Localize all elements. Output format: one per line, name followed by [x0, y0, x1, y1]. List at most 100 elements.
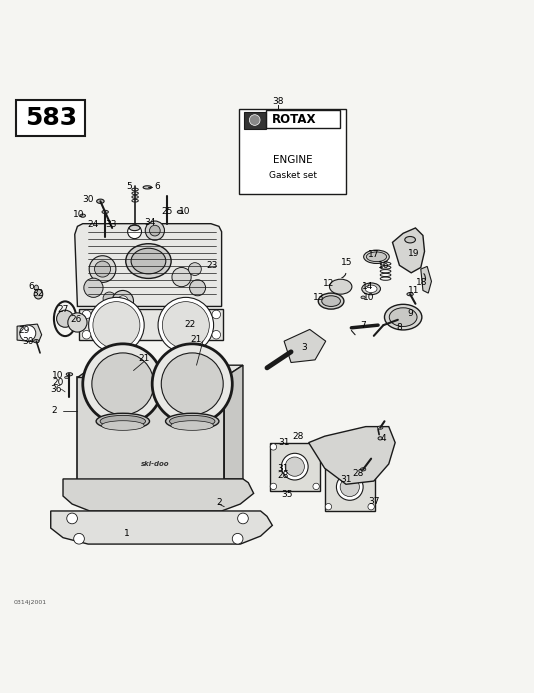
Circle shape	[172, 267, 191, 287]
Ellipse shape	[80, 214, 85, 218]
Circle shape	[368, 504, 374, 510]
Circle shape	[340, 477, 359, 497]
Circle shape	[189, 263, 201, 276]
Circle shape	[92, 353, 154, 415]
Ellipse shape	[366, 252, 387, 261]
Text: Gasket set: Gasket set	[269, 171, 317, 180]
Text: 2: 2	[52, 406, 57, 415]
Circle shape	[103, 292, 116, 305]
Ellipse shape	[318, 293, 344, 309]
Bar	[239, 109, 346, 194]
Bar	[16, 100, 85, 136]
Circle shape	[285, 457, 304, 476]
Text: 14: 14	[362, 282, 373, 291]
Ellipse shape	[65, 376, 69, 378]
Circle shape	[325, 504, 332, 510]
Polygon shape	[309, 427, 395, 484]
Text: 12: 12	[323, 279, 334, 288]
Ellipse shape	[34, 290, 43, 299]
Text: ENGINE: ENGINE	[273, 155, 312, 165]
Circle shape	[117, 296, 128, 306]
Ellipse shape	[384, 304, 422, 330]
Bar	[79, 309, 223, 340]
Polygon shape	[392, 228, 425, 273]
Text: 10: 10	[363, 293, 374, 302]
Ellipse shape	[360, 468, 366, 471]
Text: 35: 35	[281, 491, 293, 500]
Text: 18: 18	[416, 278, 428, 287]
Text: 3: 3	[302, 343, 307, 352]
Bar	[266, 110, 340, 128]
Text: 4: 4	[381, 434, 386, 443]
Ellipse shape	[102, 211, 108, 213]
Circle shape	[82, 331, 91, 339]
Polygon shape	[63, 479, 254, 511]
Polygon shape	[284, 329, 326, 362]
Text: 5: 5	[127, 182, 132, 191]
Text: 10: 10	[178, 207, 190, 216]
Ellipse shape	[405, 236, 415, 243]
Ellipse shape	[177, 211, 183, 213]
Ellipse shape	[378, 437, 382, 440]
Ellipse shape	[378, 426, 383, 429]
Ellipse shape	[407, 292, 413, 296]
Ellipse shape	[66, 373, 73, 376]
Circle shape	[150, 225, 160, 236]
Text: 33: 33	[105, 220, 117, 229]
Circle shape	[84, 278, 103, 297]
Text: 29: 29	[18, 326, 30, 335]
Circle shape	[212, 310, 221, 319]
Circle shape	[67, 513, 77, 524]
Ellipse shape	[143, 186, 152, 189]
Ellipse shape	[169, 415, 215, 427]
Circle shape	[82, 310, 91, 319]
Ellipse shape	[166, 413, 219, 429]
Ellipse shape	[389, 308, 417, 326]
Text: 32: 32	[33, 288, 44, 297]
Circle shape	[20, 325, 36, 341]
Text: 15: 15	[341, 258, 353, 267]
Circle shape	[83, 344, 163, 424]
Polygon shape	[17, 324, 42, 342]
Text: 21: 21	[191, 335, 202, 344]
Circle shape	[313, 444, 319, 450]
Ellipse shape	[321, 296, 341, 306]
Circle shape	[112, 290, 134, 312]
Text: 21: 21	[138, 354, 150, 363]
Text: 10: 10	[52, 371, 64, 380]
Text: 583: 583	[25, 106, 77, 130]
Text: 26: 26	[70, 315, 82, 324]
Text: 30: 30	[22, 337, 34, 346]
Ellipse shape	[126, 244, 171, 279]
Text: 9: 9	[407, 309, 413, 318]
Polygon shape	[224, 365, 243, 479]
Text: 30: 30	[82, 195, 94, 204]
Circle shape	[190, 280, 206, 296]
Ellipse shape	[171, 421, 214, 430]
Circle shape	[249, 114, 260, 125]
Circle shape	[57, 310, 74, 327]
Polygon shape	[75, 224, 222, 306]
Ellipse shape	[34, 285, 38, 290]
Text: ROTAX: ROTAX	[272, 113, 317, 126]
Text: 13: 13	[312, 293, 324, 302]
Ellipse shape	[34, 340, 39, 343]
Text: 31: 31	[278, 438, 290, 447]
Circle shape	[128, 225, 142, 238]
Polygon shape	[77, 378, 224, 480]
Text: 6: 6	[28, 282, 34, 291]
Bar	[325, 463, 375, 511]
Circle shape	[238, 513, 248, 524]
Ellipse shape	[96, 413, 150, 429]
Bar	[244, 112, 266, 129]
Ellipse shape	[329, 279, 352, 294]
Text: 36: 36	[50, 385, 62, 394]
Text: 2: 2	[216, 498, 222, 507]
Text: 34: 34	[144, 218, 155, 227]
Ellipse shape	[100, 415, 145, 427]
Circle shape	[74, 534, 84, 544]
Text: 11: 11	[408, 286, 420, 295]
Ellipse shape	[97, 199, 104, 203]
Circle shape	[336, 473, 363, 500]
Text: 31: 31	[340, 475, 352, 484]
